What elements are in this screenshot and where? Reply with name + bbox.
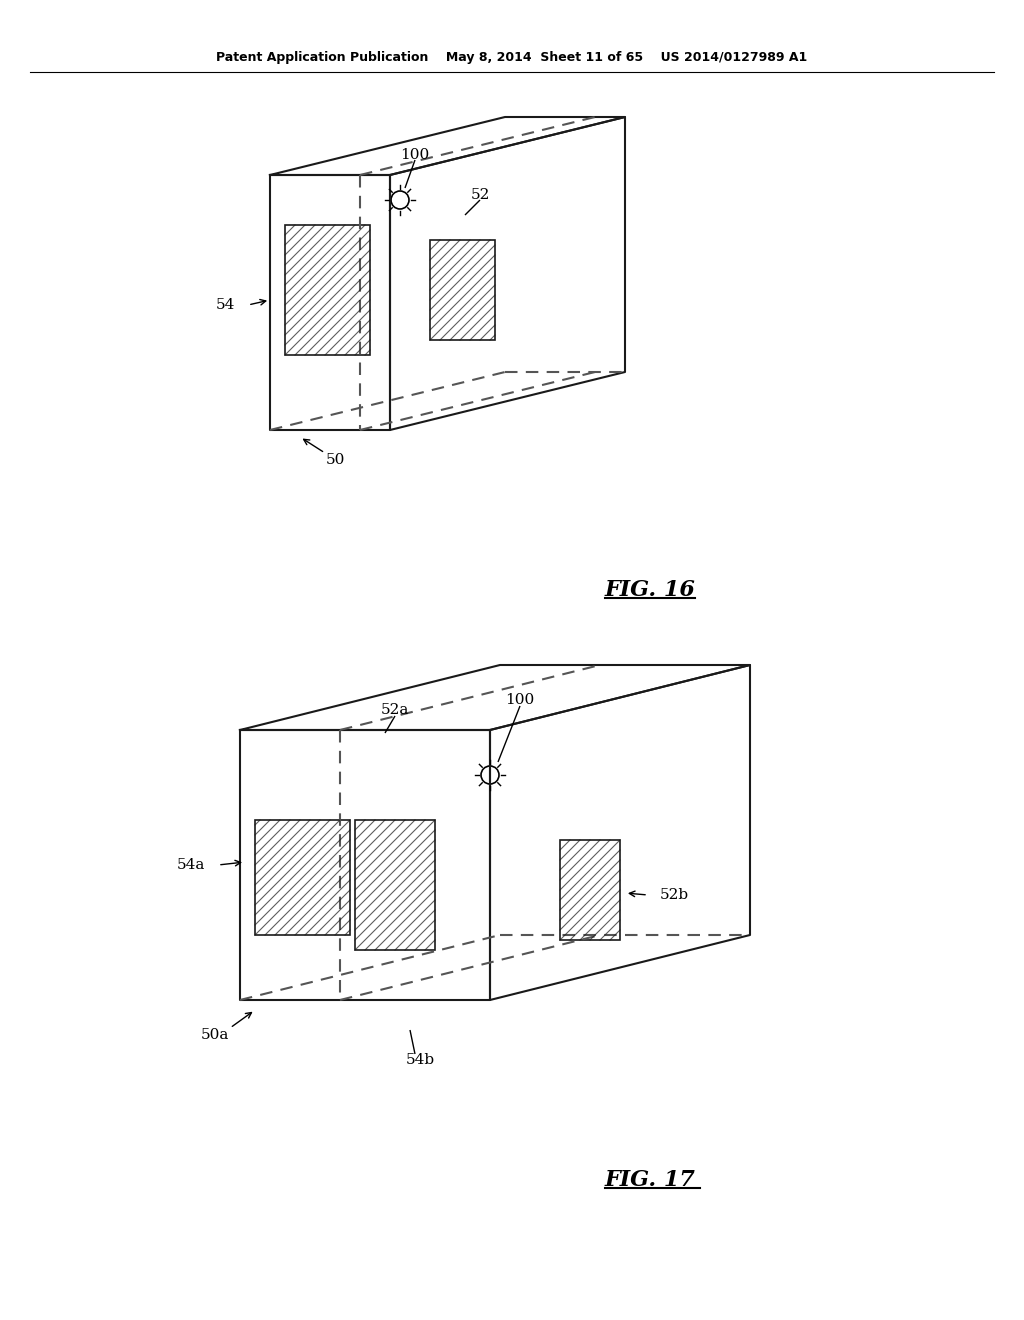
Bar [255,820,350,935]
Text: 54b: 54b [406,1053,434,1067]
Text: 100: 100 [506,693,535,708]
Text: FIG. 17: FIG. 17 [604,1170,695,1191]
Bar [560,840,620,940]
Text: 52a: 52a [381,704,410,717]
Text: 50a: 50a [201,1028,229,1041]
Text: 54: 54 [216,298,234,312]
Bar [560,840,620,940]
Text: 54a: 54a [176,858,205,873]
Text: 50: 50 [326,453,345,467]
Bar [255,820,350,935]
Bar [285,224,370,355]
Text: FIG. 16: FIG. 16 [604,579,695,601]
Text: 52b: 52b [660,888,689,902]
Bar [355,820,435,950]
Text: 100: 100 [400,148,430,162]
Bar [355,820,435,950]
Bar [430,240,495,341]
Text: 52: 52 [470,187,489,202]
Bar [430,240,495,341]
Text: Patent Application Publication    May 8, 2014  Sheet 11 of 65    US 2014/0127989: Patent Application Publication May 8, 20… [216,51,808,65]
Bar [285,224,370,355]
